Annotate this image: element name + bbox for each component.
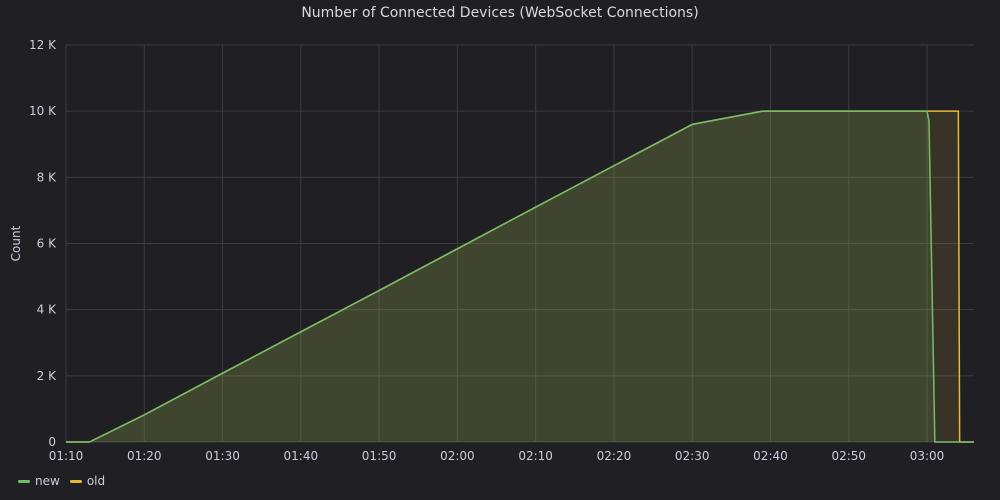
legend-item-old[interactable]: old xyxy=(69,474,106,488)
x-tick-label: 01:30 xyxy=(205,449,240,463)
x-tick-label: 02:10 xyxy=(518,449,553,463)
x-tick-label: 01:20 xyxy=(127,449,162,463)
x-tick-label: 01:40 xyxy=(284,449,319,463)
y-tick-label: 0 xyxy=(48,435,56,449)
legend-swatch-new xyxy=(18,479,30,483)
y-tick-label: 6 K xyxy=(37,237,57,251)
y-tick-label: 8 K xyxy=(37,170,57,184)
legend-swatch-old xyxy=(69,479,82,483)
legend-item-new[interactable]: new xyxy=(18,474,60,488)
x-tick-label: 02:20 xyxy=(597,449,632,463)
x-tick-label: 01:10 xyxy=(49,449,84,463)
legend: new old xyxy=(18,474,105,488)
legend-label-old: old xyxy=(86,474,106,488)
x-tick-label: 02:00 xyxy=(440,449,475,463)
legend-label-new: new xyxy=(35,474,60,488)
y-tick-label: 10 K xyxy=(29,104,57,118)
y-tick-label: 12 K xyxy=(29,38,57,52)
y-tick-label: 4 K xyxy=(37,303,57,317)
x-tick-label: 02:40 xyxy=(753,449,788,463)
y-axis-label: Count xyxy=(9,225,23,261)
x-tick-label: 01:50 xyxy=(362,449,397,463)
series-line-new xyxy=(66,110,974,443)
x-tick-label: 02:30 xyxy=(675,449,710,463)
series-area-new xyxy=(66,111,974,443)
x-tick-label: 03:00 xyxy=(910,449,945,463)
x-tick-label: 02:50 xyxy=(831,449,866,463)
chart-title: Number of Connected Devices (WebSocket C… xyxy=(301,5,699,21)
series-area-old xyxy=(66,111,974,443)
y-tick-label: 2 K xyxy=(37,369,57,383)
